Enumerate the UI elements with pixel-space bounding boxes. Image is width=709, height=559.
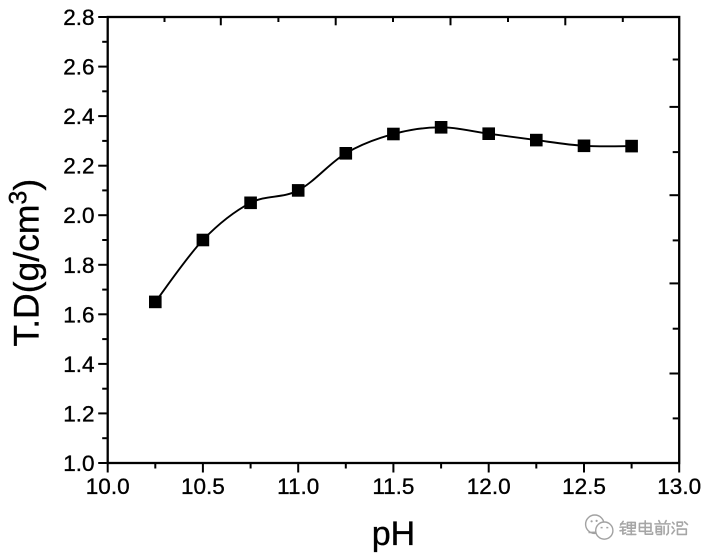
svg-text:2.0: 2.0	[63, 203, 94, 228]
svg-text:2.8: 2.8	[63, 5, 94, 30]
svg-text:1.6: 1.6	[63, 302, 94, 327]
svg-text:13.0: 13.0	[657, 474, 701, 499]
svg-text:11.5: 11.5	[372, 474, 414, 499]
svg-text:1.0: 1.0	[63, 451, 94, 476]
svg-text:12.0: 12.0	[467, 474, 511, 499]
svg-text:pH: pH	[372, 515, 415, 553]
svg-text:11.0: 11.0	[277, 474, 319, 499]
svg-text:10.5: 10.5	[181, 474, 225, 499]
svg-text:T.D(g/cm3): T.D(g/cm3)	[5, 179, 47, 347]
svg-text:2.2: 2.2	[63, 154, 94, 179]
svg-text:1.2: 1.2	[63, 401, 94, 426]
svg-text:2.6: 2.6	[63, 55, 94, 80]
svg-text:1.4: 1.4	[63, 352, 94, 377]
svg-text:1.8: 1.8	[63, 253, 94, 278]
svg-text:12.5: 12.5	[562, 474, 606, 499]
svg-text:2.4: 2.4	[63, 104, 94, 129]
svg-text:10.0: 10.0	[86, 474, 130, 499]
